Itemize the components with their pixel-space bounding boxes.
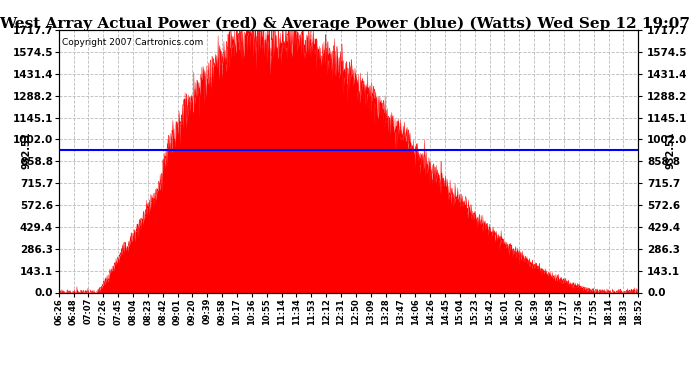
Text: 932.51: 932.51 — [22, 131, 32, 169]
Text: 932.51: 932.51 — [665, 131, 675, 169]
Text: West Array Actual Power (red) & Average Power (blue) (Watts) Wed Sep 12 19:07: West Array Actual Power (red) & Average … — [0, 17, 690, 31]
Text: Copyright 2007 Cartronics.com: Copyright 2007 Cartronics.com — [61, 38, 203, 47]
